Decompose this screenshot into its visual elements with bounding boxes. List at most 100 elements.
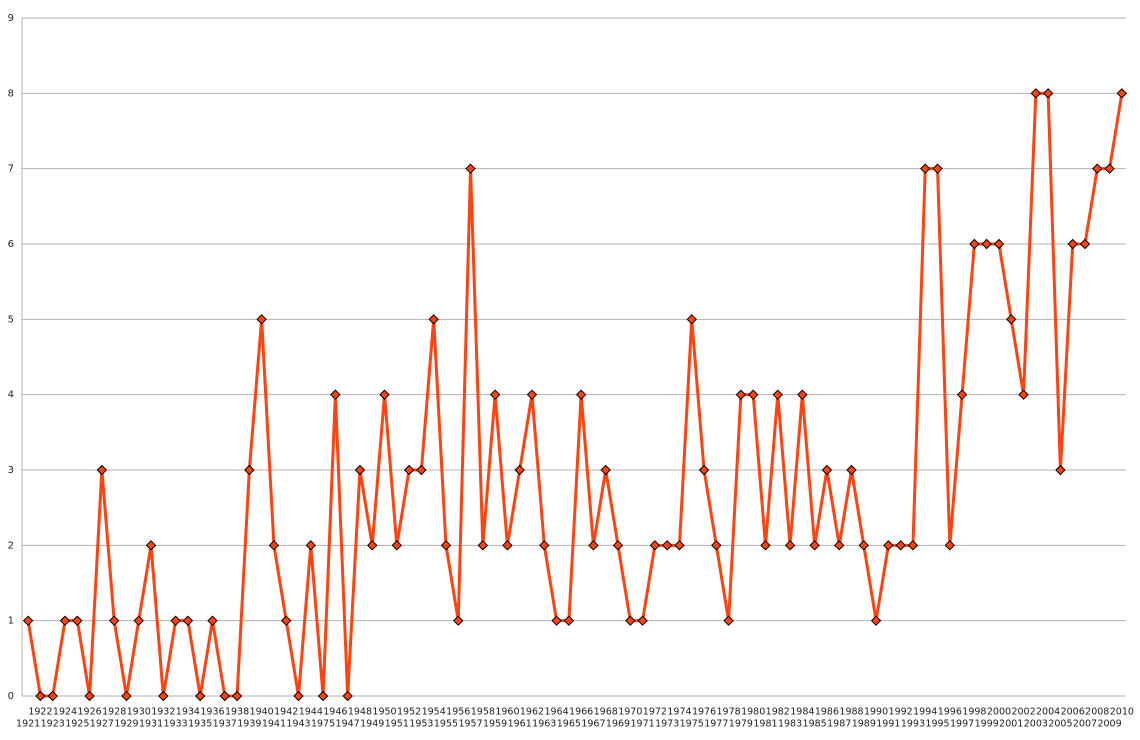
- marker: [932, 163, 943, 174]
- x-tick-label: 1953: [409, 719, 433, 730]
- x-tick-label: 1960: [495, 707, 519, 718]
- marker: [784, 540, 796, 551]
- x-tick-label: 1929: [114, 719, 138, 730]
- marker: [281, 615, 292, 626]
- marker: [907, 540, 919, 551]
- x-tick-label: 1933: [164, 719, 188, 730]
- marker: [895, 540, 906, 551]
- x-tick-label: 1967: [581, 719, 605, 730]
- marker: [1079, 238, 1091, 250]
- marker: [563, 615, 575, 626]
- marker: [526, 389, 538, 400]
- marker: [870, 615, 882, 626]
- x-tick-label: 1942: [274, 707, 298, 718]
- marker: [944, 540, 956, 551]
- x-tick-label: 2004: [1036, 707, 1060, 718]
- x-tick-label: 1981: [753, 719, 777, 730]
- marker: [342, 690, 353, 702]
- x-tick-label: 1962: [520, 707, 544, 718]
- marker: [416, 464, 427, 476]
- x-tick-label: 1995: [925, 719, 949, 730]
- marker: [317, 690, 329, 702]
- x-tick-label: 2007: [1073, 719, 1097, 730]
- x-tick-label: 1954: [422, 707, 446, 718]
- marker: [686, 314, 697, 325]
- marker: [428, 314, 439, 325]
- x-tick-label: 1943: [286, 719, 310, 730]
- x-tick-label: 1957: [458, 719, 482, 730]
- x-tick-label: 1992: [889, 707, 913, 718]
- marker: [858, 540, 869, 551]
- x-tick-label: 1970: [618, 707, 642, 718]
- x-tick-label: 1921: [16, 719, 40, 730]
- x-tick-label: 1959: [483, 719, 507, 730]
- marker: [551, 615, 562, 626]
- x-tick-label: 1987: [827, 719, 851, 730]
- marker: [268, 540, 280, 551]
- marker: [231, 690, 243, 702]
- x-tick-label: 1934: [176, 707, 200, 718]
- y-tick-label: 0: [8, 691, 14, 702]
- x-tick-label: 1975: [680, 719, 704, 730]
- marker: [502, 540, 513, 551]
- x-tick-label: 1980: [741, 707, 765, 718]
- x-tick-label: 1989: [852, 719, 876, 730]
- marker: [1067, 238, 1078, 250]
- marker: [539, 540, 550, 551]
- marker: [403, 464, 415, 476]
- x-tick-label: 1966: [569, 707, 593, 718]
- marker: [1006, 314, 1017, 325]
- marker: [133, 615, 144, 626]
- x-tick-label: 2002: [1011, 707, 1035, 718]
- y-tick-label: 3: [8, 465, 14, 476]
- marker: [330, 389, 341, 400]
- marker: [84, 690, 95, 702]
- marker: [760, 540, 771, 551]
- marker: [981, 238, 992, 250]
- x-tick-label: 1984: [790, 707, 814, 718]
- x-tick-label: 1971: [630, 719, 654, 730]
- marker: [465, 163, 476, 174]
- marker: [145, 540, 157, 551]
- x-tick-label: 1964: [544, 707, 568, 718]
- marker: [59, 615, 71, 626]
- x-tick-label: 1935: [188, 719, 212, 730]
- x-tick-label: 1998: [962, 707, 986, 718]
- marker: [367, 540, 378, 551]
- x-tick-label: 1938: [225, 707, 249, 718]
- marker: [47, 690, 58, 702]
- x-tick-label: 1991: [876, 719, 900, 730]
- x-tick-label: 1932: [151, 707, 175, 718]
- marker: [846, 464, 857, 476]
- y-tick-label: 1: [8, 616, 14, 627]
- y-tick-label: 8: [8, 88, 14, 99]
- marker: [453, 615, 464, 626]
- x-tick-label: 1977: [704, 719, 728, 730]
- x-tick-label: 1997: [950, 719, 974, 730]
- marker: [883, 540, 894, 551]
- x-tick-label: 1975: [311, 719, 335, 730]
- x-tick-label: 1955: [434, 719, 458, 730]
- marker: [735, 389, 747, 400]
- x-tick-label: 1968: [594, 707, 618, 718]
- marker: [1092, 163, 1103, 174]
- y-tick-label: 9: [8, 13, 14, 24]
- marker: [514, 464, 525, 476]
- y-tick-label: 4: [8, 390, 14, 401]
- marker: [772, 389, 783, 400]
- marker: [1018, 389, 1029, 400]
- x-tick-label: 1983: [778, 719, 802, 730]
- marker: [489, 389, 501, 400]
- marker: [588, 540, 599, 551]
- x-tick-label: 1948: [348, 707, 372, 718]
- x-tick-label: 1951: [385, 719, 409, 730]
- marker: [809, 540, 820, 551]
- x-tick-label: 1952: [397, 707, 421, 718]
- marker: [121, 690, 132, 702]
- x-tick-label: 1922: [28, 707, 52, 718]
- x-tick-label: 1969: [606, 719, 630, 730]
- marker: [219, 690, 230, 702]
- x-tick-label: 1986: [815, 707, 839, 718]
- line: [26, 91, 1124, 698]
